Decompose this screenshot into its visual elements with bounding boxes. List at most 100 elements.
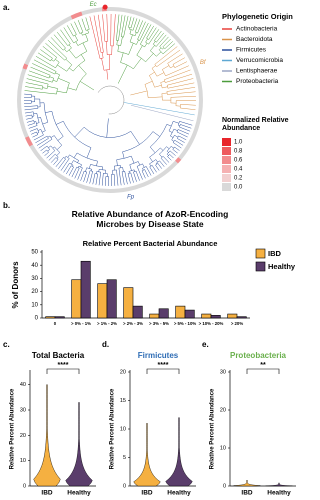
branch — [170, 65, 175, 69]
branch — [141, 170, 146, 179]
branch — [171, 139, 175, 142]
bar — [132, 305, 143, 319]
y-tick-label: 20 — [120, 369, 126, 375]
branch — [31, 114, 33, 118]
colorbar-tick-label: 0.8 — [234, 149, 243, 155]
branch — [154, 30, 162, 41]
branch — [71, 166, 78, 178]
legend-label: Firmicutes — [236, 47, 267, 54]
branch — [71, 165, 74, 168]
branch — [179, 124, 181, 128]
x-tick-label: IBD — [141, 490, 153, 497]
branch — [117, 45, 120, 52]
branch — [42, 87, 48, 89]
branch — [136, 39, 139, 45]
branch — [116, 40, 118, 45]
branch — [24, 108, 38, 111]
branch — [63, 27, 74, 44]
legend-swatch — [255, 261, 266, 272]
branch — [99, 169, 106, 171]
branch — [48, 40, 67, 59]
branch — [42, 46, 57, 58]
y-tick-label: 15 — [120, 398, 126, 404]
branch — [78, 65, 87, 75]
significance-bracket — [246, 368, 280, 374]
abundance-ring-segment — [70, 11, 83, 20]
x-tick-label: > 2% - 3% — [123, 321, 143, 326]
y-axis-title: % of Donors — [11, 261, 20, 309]
branch — [47, 135, 51, 138]
branch — [130, 131, 140, 145]
colorbar-swatch — [222, 147, 231, 155]
branch — [162, 38, 171, 48]
branch — [167, 156, 172, 161]
branch — [123, 15, 129, 38]
taxon-label: Bf — [200, 60, 207, 66]
y-tick-label: 30 — [31, 276, 38, 282]
branch — [160, 158, 167, 165]
branch — [58, 158, 66, 169]
bar — [184, 309, 195, 319]
branch — [174, 135, 179, 138]
branch — [128, 16, 132, 28]
branch — [156, 49, 181, 67]
x-tick-label: Healthy — [167, 490, 191, 497]
branch — [106, 14, 109, 42]
branch — [174, 146, 180, 151]
branch — [33, 113, 37, 115]
branch — [159, 154, 163, 158]
branch — [31, 131, 37, 135]
bar — [80, 260, 91, 319]
branch — [52, 79, 57, 82]
branch — [26, 120, 34, 123]
branch — [133, 58, 142, 69]
branch — [136, 166, 143, 180]
branch — [74, 168, 80, 179]
x-tick-label: IBD — [41, 490, 53, 497]
y-tick-label: 40 — [20, 382, 26, 388]
y-axis-title: Relative Percent Abundance — [10, 388, 16, 469]
branch — [137, 161, 141, 166]
branch — [156, 32, 165, 43]
branch — [77, 166, 79, 168]
branch — [82, 32, 89, 36]
branch — [85, 33, 89, 41]
branch — [135, 170, 140, 181]
branch — [178, 124, 181, 126]
branch — [149, 165, 153, 168]
x-tick-label: IBD — [241, 490, 253, 497]
branch — [152, 131, 160, 137]
x-tick-label: > 5% - 10% — [174, 321, 197, 326]
branch — [117, 64, 128, 84]
x-tick-label: > 3% - 5% — [149, 321, 169, 326]
y-tick-label: 10 — [31, 302, 38, 308]
x-tick-label: > 10% - 20% — [199, 321, 224, 326]
bar — [123, 287, 134, 319]
branch — [178, 129, 190, 135]
branch — [118, 168, 122, 186]
branch — [130, 172, 134, 183]
branch — [56, 88, 58, 95]
branch — [38, 139, 53, 149]
colorbar-tick-label: 0.0 — [234, 185, 243, 191]
legend-label: Bacteroidota — [236, 36, 273, 43]
colorbar-swatch — [222, 183, 231, 191]
branch — [168, 121, 174, 132]
branch — [74, 35, 78, 41]
branch — [27, 123, 35, 126]
branch — [40, 117, 46, 131]
y-tick-label: 40 — [31, 263, 38, 269]
branch — [35, 135, 48, 144]
branch — [155, 159, 158, 163]
abundance-ring — [17, 7, 203, 193]
branch — [116, 14, 120, 41]
branch — [45, 43, 66, 61]
bar — [236, 316, 247, 319]
branch — [145, 38, 148, 43]
branch — [153, 41, 156, 45]
branch — [169, 150, 176, 156]
branch — [86, 147, 92, 159]
legend-title: Phylogenetic Origin — [222, 12, 293, 21]
figure-page: a. b. c. d. e. Ec Bf Fp Phylogenetic Origin Actin… — [3, 2, 296, 497]
branch — [133, 169, 135, 172]
